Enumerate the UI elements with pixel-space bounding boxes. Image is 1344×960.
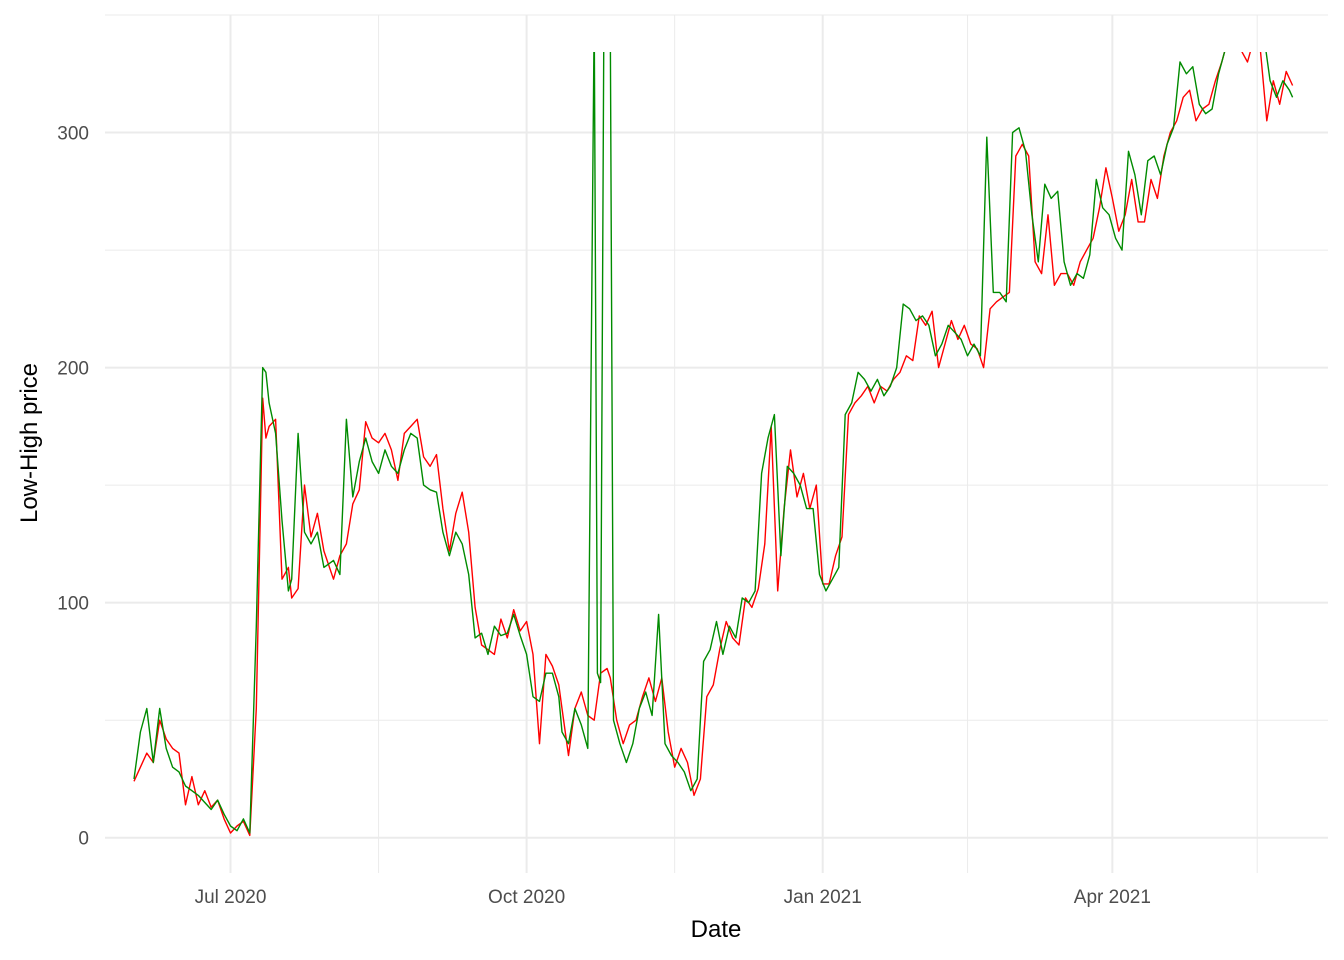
x-tick-label: Jan 2021 <box>784 887 862 908</box>
y-tick-label: 200 <box>57 359 89 380</box>
x-axis-title: Date <box>691 916 742 943</box>
y-tick-labels: 0 100 200 300 <box>57 124 89 850</box>
x-tick-label: Jul 2020 <box>195 887 267 908</box>
y-tick-label: 0 <box>78 829 89 850</box>
y-tick-label: 300 <box>57 124 89 145</box>
grid-major <box>105 15 1328 873</box>
series-layer <box>133 52 1294 837</box>
x-tick-label: Oct 2020 <box>488 887 565 908</box>
series-line-low <box>133 52 1294 837</box>
x-tick-labels: Jul 2020 Oct 2020 Jan 2021 Apr 2021 <box>195 887 1151 908</box>
y-axis-title: Low-High price <box>16 363 43 523</box>
x-tick-label: Apr 2021 <box>1074 887 1151 908</box>
series-line-high <box>133 52 1294 834</box>
y-tick-label: 100 <box>57 594 89 615</box>
grid-minor <box>105 14 1328 873</box>
